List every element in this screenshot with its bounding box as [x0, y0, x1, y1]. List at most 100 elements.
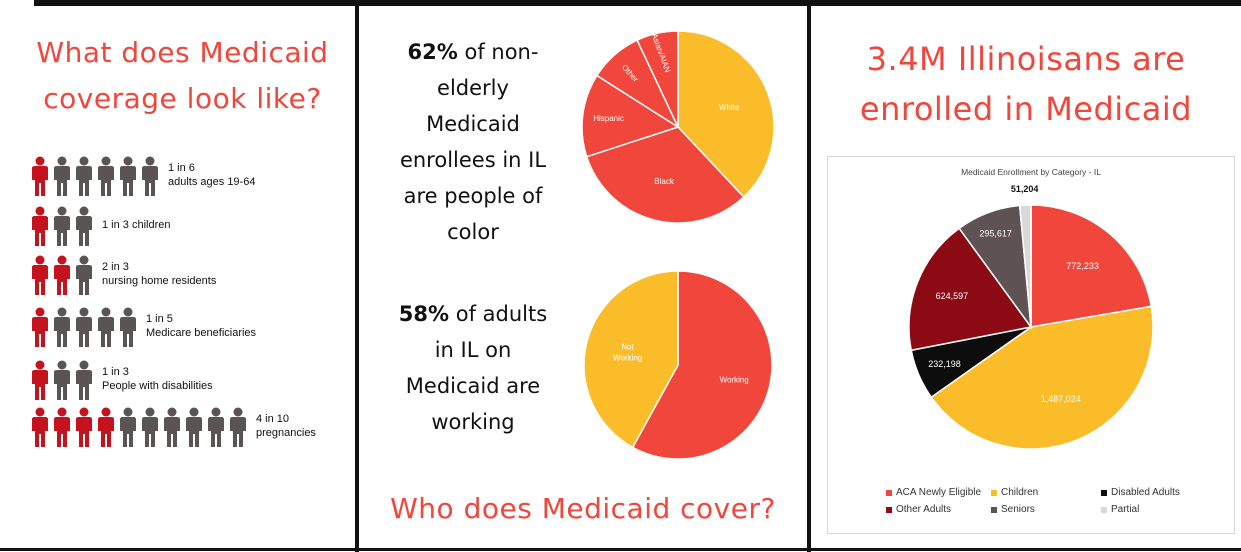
person-icon — [142, 156, 158, 196]
pie-label: White — [719, 103, 740, 112]
stat1-line: are people of — [403, 184, 543, 208]
pie-slice-asian-aian — [636, 30, 679, 128]
people-icons — [30, 407, 250, 447]
person-icon — [98, 156, 114, 196]
person-icon — [120, 307, 136, 347]
pie-label: 772,233 — [1066, 261, 1099, 271]
person-highlighted-icon — [32, 206, 48, 246]
people-of-color-stat: 62% of non- elderly Medicaid enrollees i… — [383, 34, 563, 250]
person-icon — [142, 407, 158, 447]
people-row-label: 1 in 5 Medicare beneficiaries — [146, 312, 256, 340]
enrollment-chart-title: Medicaid Enrollment by Category - IL — [961, 167, 1101, 177]
person-highlighted-icon — [32, 360, 48, 400]
working-stat: 58% of adults in IL on Medicaid are work… — [383, 296, 563, 440]
divider-right — [807, 6, 811, 552]
person-highlighted-icon — [32, 255, 48, 295]
person-highlighted-icon — [54, 255, 70, 295]
stat2-line: working — [431, 410, 515, 434]
legend-item: Other Adults — [886, 504, 991, 515]
person-icon — [76, 307, 92, 347]
person-highlighted-icon — [76, 407, 92, 447]
people-row: 1 in 5 Medicare beneficiaries — [30, 307, 256, 349]
working-percent: 58% — [398, 302, 450, 326]
stat2-line: Medicaid are — [405, 374, 541, 398]
legend-item: Children — [991, 487, 1101, 498]
person-icon — [98, 307, 114, 347]
person-icon — [54, 206, 70, 246]
people-row: 2 in 3 nursing home residents — [30, 255, 216, 297]
person-icon — [76, 206, 92, 246]
person-highlighted-icon — [54, 407, 70, 447]
pie-label: Black — [654, 177, 675, 186]
people-row-ratio: 1 in 3 — [102, 366, 129, 378]
people-icons — [30, 255, 96, 295]
pie-slice-hispanic — [581, 74, 680, 158]
people-icons — [30, 307, 140, 347]
person-highlighted-icon — [32, 407, 48, 447]
who-covered-panel: 62% of non- elderly Medicaid enrollees i… — [359, 6, 807, 548]
legend-swatch — [886, 489, 892, 496]
person-icon — [230, 407, 246, 447]
stat2-line: in IL on — [434, 338, 512, 362]
people-icons — [30, 206, 96, 246]
pie-label: Hispanic — [593, 114, 624, 123]
enrollment-chart-card: Medicaid Enrollment by Category - IL 772,… — [827, 156, 1235, 534]
people-row: 1 in 3 People with disabilities — [30, 360, 213, 402]
legend-item: ACA Newly Eligible — [886, 487, 991, 498]
people-row: 1 in 6 adults ages 19-64 — [30, 156, 255, 198]
person-icon — [120, 407, 136, 447]
pie-label: 232,198 — [928, 359, 961, 369]
person-icon — [54, 360, 70, 400]
people-row-label: 2 in 3 nursing home residents — [102, 260, 216, 288]
pie-slice-white — [677, 30, 775, 199]
bottom-rule — [0, 548, 1241, 551]
people-row-ratio: 4 in 10 — [256, 413, 290, 425]
people-row-group: nursing home residents — [102, 275, 217, 287]
pie-label: 1,487,024 — [1041, 394, 1081, 404]
pie-slice-working — [631, 270, 773, 460]
legend-label: Disabled Adults — [1111, 487, 1180, 498]
pie-label: Not Working — [613, 343, 642, 363]
legend-swatch — [1101, 506, 1107, 513]
legend-swatch — [991, 506, 997, 513]
coverage-title-line1: What does Medicaid — [36, 36, 329, 69]
coverage-title-line2: coverage look like? — [43, 82, 322, 115]
person-icon — [54, 307, 70, 347]
people-row-ratio: 1 in 3 children — [102, 219, 171, 231]
people-row-group: adults ages 19-64 — [168, 176, 256, 188]
legend-label: Other Adults — [896, 504, 952, 515]
pie-label: 295,617 — [979, 228, 1012, 238]
legend-swatch — [991, 489, 997, 496]
person-icon — [164, 407, 180, 447]
people-row-ratio: 1 in 5 — [146, 313, 173, 325]
stat1-line: of non- — [464, 40, 539, 64]
stat1-line: color — [447, 220, 499, 244]
who-covered-title: Who does Medicaid cover? — [390, 492, 776, 525]
divider-left — [355, 6, 359, 552]
enrollment-title-line2: enrolled in Medicaid — [859, 90, 1193, 128]
people-row-label: 1 in 3 People with disabilities — [102, 365, 213, 393]
legend-item: Seniors — [991, 504, 1101, 515]
legend-label: ACA Newly Eligible — [896, 487, 982, 498]
pie-slice-partial — [1018, 204, 1032, 328]
person-icon — [186, 407, 202, 447]
people-row-label: 1 in 3 children — [102, 218, 171, 232]
pie-slice-black — [585, 126, 745, 224]
stat2-line: of adults — [455, 302, 548, 326]
person-icon — [76, 360, 92, 400]
work-pie-chart: Working Not Working — [583, 270, 773, 460]
legend-item: Partial — [1101, 504, 1201, 515]
coverage-panel: What does Medicaid coverage look like? 1… — [0, 6, 355, 548]
legend-label: Seniors — [1001, 504, 1035, 515]
pie-slice-other-adults — [908, 227, 1033, 352]
people-of-color-percent: 62% — [407, 40, 458, 64]
people-icons — [30, 360, 96, 400]
people-row-group: People with disabilities — [102, 380, 213, 392]
person-highlighted-icon — [32, 156, 48, 196]
person-highlighted-icon — [98, 407, 114, 447]
coverage-title: What does Medicaid coverage look like? — [0, 30, 365, 122]
person-icon — [54, 156, 70, 196]
enrollment-title-line1: 3.4M Illinoisans are — [866, 40, 1186, 78]
legend-label: Children — [1001, 487, 1039, 498]
